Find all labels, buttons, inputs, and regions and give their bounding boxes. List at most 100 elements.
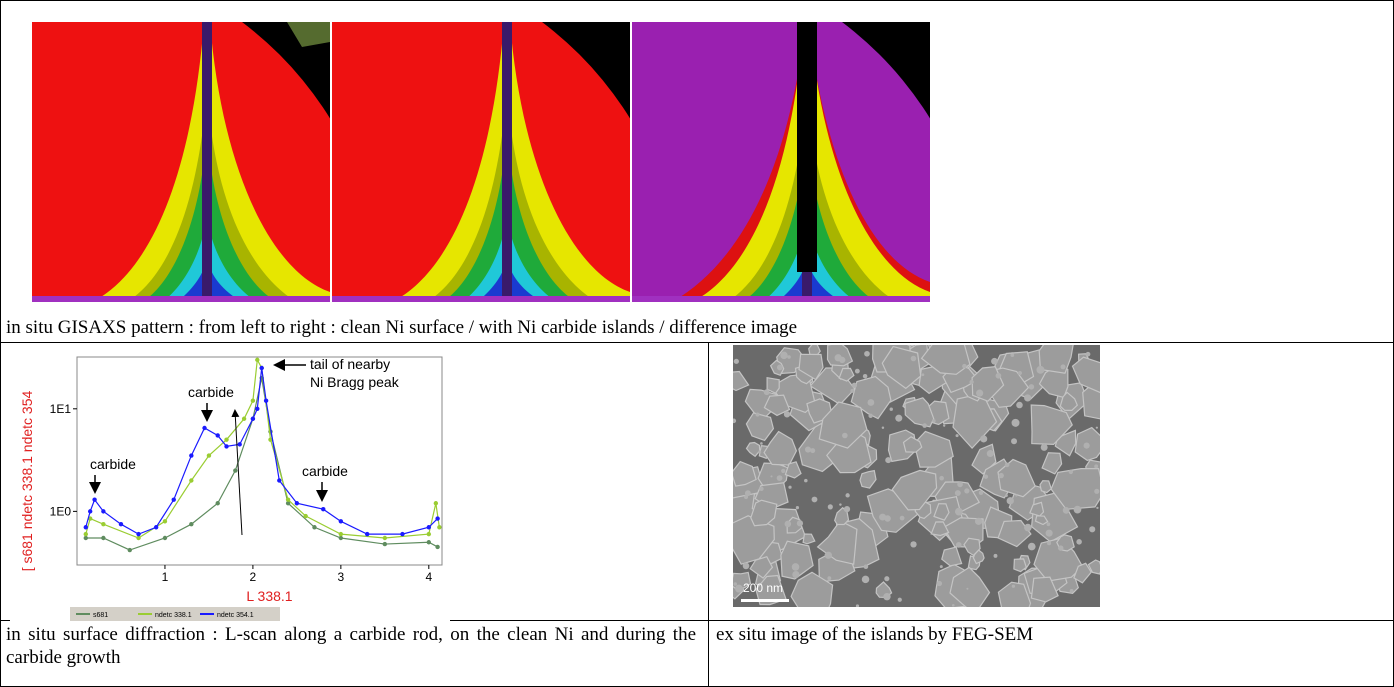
- data-point: [154, 525, 158, 529]
- small-island: [785, 521, 792, 528]
- border: [708, 342, 709, 687]
- annotation: carbide: [302, 463, 348, 479]
- small-island: [845, 493, 849, 497]
- y-tick-label: 1E0: [50, 504, 72, 518]
- small-island: [758, 450, 761, 453]
- small-island: [810, 448, 815, 453]
- border: [0, 0, 1, 687]
- small-island: [1084, 443, 1090, 449]
- small-island: [735, 585, 743, 593]
- data-point: [383, 542, 387, 546]
- small-island: [1029, 384, 1034, 389]
- annotation: carbide: [188, 384, 234, 400]
- data-point: [383, 536, 387, 540]
- y-axis-label: [ s681 ndetc 338.1 ndetc 354: [19, 390, 35, 571]
- data-point: [172, 497, 176, 501]
- small-island: [1005, 494, 1008, 497]
- small-island: [975, 518, 982, 525]
- small-island: [900, 516, 905, 521]
- data-point: [434, 501, 438, 505]
- small-island: [839, 503, 841, 505]
- border: [0, 342, 1394, 343]
- small-island: [743, 563, 750, 570]
- small-island: [955, 490, 961, 496]
- small-island: [804, 479, 808, 483]
- small-island: [999, 473, 1004, 478]
- small-island: [964, 488, 969, 493]
- island: [1040, 481, 1051, 493]
- small-island: [956, 434, 959, 437]
- small-island: [827, 576, 831, 580]
- small-island: [996, 373, 1002, 379]
- data-point: [233, 468, 237, 472]
- small-island: [784, 411, 790, 417]
- data-point: [321, 507, 325, 511]
- small-island: [911, 356, 917, 362]
- small-island: [812, 497, 818, 503]
- small-island: [1016, 402, 1023, 409]
- small-island: [1058, 545, 1063, 550]
- small-island: [1024, 394, 1031, 401]
- scale-bar: [741, 599, 789, 602]
- small-island: [882, 426, 884, 428]
- small-island: [828, 504, 833, 509]
- data-point: [238, 442, 242, 446]
- small-island: [987, 450, 994, 457]
- small-island: [855, 369, 860, 374]
- document-table: in situ GISAXS pattern : from left to ri…: [0, 0, 1394, 687]
- data-point: [427, 540, 431, 544]
- small-island: [1070, 589, 1074, 593]
- data-point: [242, 417, 246, 421]
- data-point: [365, 532, 369, 536]
- annotation: Ni Bragg peak: [310, 374, 400, 390]
- data-point: [88, 509, 92, 513]
- x-tick-label: 1: [162, 570, 169, 584]
- small-island: [1046, 530, 1053, 537]
- data-point: [101, 536, 105, 540]
- data-point: [119, 522, 123, 526]
- small-island: [994, 554, 998, 558]
- caption: ex situ image of the islands by FEG-SEM: [716, 623, 1033, 646]
- small-island: [939, 476, 944, 481]
- small-island: [955, 508, 963, 516]
- data-point: [84, 536, 88, 540]
- small-island: [1047, 522, 1051, 526]
- small-island: [1010, 353, 1014, 357]
- small-island: [1018, 371, 1022, 375]
- small-island: [898, 598, 902, 602]
- data-point: [277, 478, 281, 482]
- small-island: [1011, 438, 1017, 444]
- small-island: [792, 571, 799, 578]
- data-point: [255, 358, 259, 362]
- small-island: [780, 352, 787, 359]
- small-island: [844, 506, 850, 512]
- small-island: [755, 412, 759, 416]
- small-island: [962, 364, 967, 369]
- small-island: [781, 469, 785, 473]
- small-island: [777, 365, 783, 371]
- small-island: [1096, 427, 1098, 429]
- data-point: [427, 525, 431, 529]
- small-island: [864, 351, 870, 357]
- small-island: [922, 423, 927, 428]
- small-island: [969, 380, 973, 384]
- small-island: [842, 433, 848, 439]
- data-point: [435, 545, 439, 549]
- small-island: [764, 389, 770, 395]
- small-island: [1047, 541, 1051, 545]
- small-island: [932, 419, 935, 422]
- annotation: carbide: [90, 456, 136, 472]
- small-island: [1012, 419, 1020, 427]
- data-point: [128, 548, 132, 552]
- small-island: [805, 447, 811, 453]
- small-island: [797, 520, 803, 526]
- data-point: [216, 501, 220, 505]
- small-island: [957, 482, 963, 488]
- small-island: [1012, 585, 1015, 588]
- data-point: [189, 453, 193, 457]
- small-island: [1028, 543, 1036, 551]
- small-island: [777, 475, 783, 481]
- small-island: [1024, 524, 1032, 532]
- small-island: [839, 357, 845, 363]
- data-point: [84, 532, 88, 536]
